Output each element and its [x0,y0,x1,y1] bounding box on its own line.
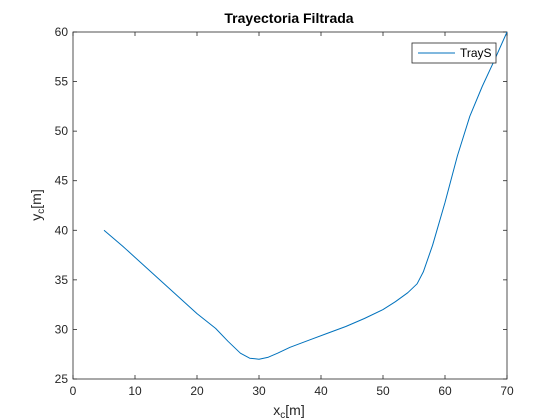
y-tick-label: 60 [55,25,69,39]
x-axis-label-main: x [273,402,280,418]
legend: TrayS [411,42,497,64]
y-axis-label: yc[m] [28,189,47,220]
y-tick-label: 55 [55,75,69,89]
series-line-trays [103,31,508,360]
y-tick-label: 45 [55,174,69,188]
x-tick-label: 50 [376,384,390,398]
y-axis: 25 30 35 40 45 50 55 60 [55,25,507,386]
x-tick-label: 30 [252,384,266,398]
chart-title: Trayectoria Filtrada [224,10,353,26]
x-tick-label: 0 [70,384,77,398]
x-axis: 0 10 20 30 40 50 60 70 [70,32,514,398]
y-tick-label: 50 [55,124,69,138]
x-axis-label: xc[m] [273,402,304,420]
x-axis-label-subscript: c [280,410,285,420]
y-tick-label: 25 [55,372,69,386]
series-layer [103,31,508,360]
x-tick-label: 60 [438,384,452,398]
legend-label-trays: TrayS [460,46,492,60]
x-axis-label-unit: [m] [285,402,304,418]
y-tick-label: 30 [55,322,69,336]
y-axis-label-main: y [28,214,44,221]
x-tick-label: 40 [314,384,328,398]
x-tick-label: 70 [500,384,514,398]
x-tick-label: 10 [128,384,142,398]
x-tick-label: 20 [190,384,204,398]
y-tick-label: 40 [55,223,69,237]
y-tick-label: 35 [55,273,69,287]
y-axis-label-unit: [m] [28,189,44,208]
plot-area [72,31,508,380]
y-axis-label-subscript: c [36,209,47,214]
